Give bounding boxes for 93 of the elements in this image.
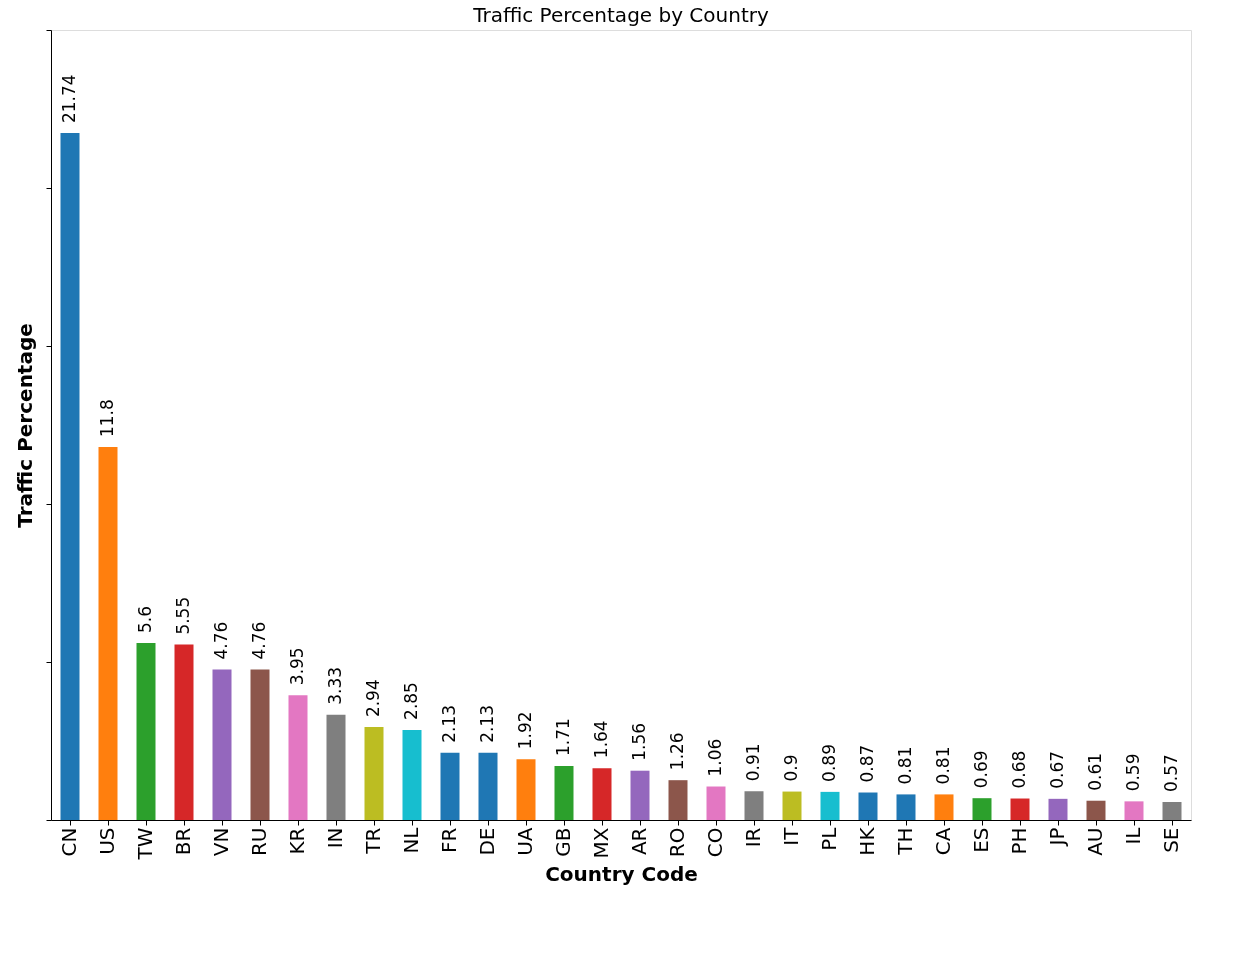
x-axis-title: Country Code [545, 862, 698, 887]
x-tick-label: BR [171, 827, 195, 856]
x-tick-label: AU [1083, 827, 1107, 856]
data-label: 0.87 [857, 744, 877, 783]
data-label: 0.89 [819, 744, 839, 782]
bar [1124, 801, 1144, 820]
bar [136, 643, 156, 820]
x-tick-label: RU [247, 827, 271, 857]
bar [896, 794, 916, 820]
data-label: 3.33 [325, 666, 345, 705]
bar [250, 669, 270, 820]
x-tick-label: VN [209, 827, 233, 857]
bar [212, 669, 232, 820]
x-tick-label: DE [475, 827, 499, 856]
bar [1162, 801, 1182, 820]
x-tick-label: TR [361, 827, 385, 855]
x-tick-label: CN [57, 827, 81, 857]
x-tick-label: MX [589, 827, 613, 859]
x-tick-label: SE [1159, 827, 1183, 853]
data-label: 0.68 [1009, 750, 1029, 789]
data-label: 0.81 [895, 746, 915, 785]
data-label: 0.67 [1047, 750, 1067, 789]
bar [820, 791, 840, 820]
x-tick-label: PL [817, 826, 841, 851]
bar [174, 644, 194, 820]
x-tick-label: HK [855, 826, 879, 856]
data-label: 0.57 [1161, 754, 1181, 792]
data-label: 1.26 [667, 732, 687, 771]
bar [630, 770, 650, 820]
x-tick-label: UA [513, 827, 537, 856]
x-tick-label: PH [1007, 827, 1031, 855]
x-tick-label: US [95, 827, 119, 855]
data-label: 0.59 [1123, 753, 1143, 792]
bar [440, 752, 460, 820]
bar [744, 791, 764, 820]
data-label: 0.69 [971, 750, 991, 789]
bar [1048, 798, 1068, 820]
x-tick-label: ES [969, 827, 993, 853]
bar [60, 133, 80, 820]
bar [516, 759, 536, 820]
bar [1010, 798, 1030, 820]
x-tick-label: KR [285, 827, 309, 855]
data-label: 0.81 [933, 746, 953, 785]
bar [364, 727, 384, 820]
x-tick-label: JP [1045, 827, 1069, 848]
y-axis-title: Traffic Percentage [13, 323, 37, 528]
data-label: 2.13 [439, 704, 459, 743]
bar [706, 786, 726, 820]
x-tick-label: NL [399, 826, 423, 854]
bar [934, 794, 954, 820]
data-label: 0.91 [743, 743, 763, 782]
x-tick-label: IR [741, 827, 765, 848]
data-label: 21.74 [59, 74, 79, 124]
x-tick-label: IT [779, 826, 803, 846]
data-label: 3.95 [287, 647, 307, 686]
data-label: 1.92 [515, 711, 535, 750]
chart-title: Traffic Percentage by Country [472, 2, 769, 27]
x-tick-label: CA [931, 827, 955, 856]
data-label: 1.71 [553, 718, 573, 756]
bar [554, 765, 574, 820]
bar [98, 447, 118, 820]
data-label: 11.8 [97, 399, 117, 438]
x-tick-label: GB [551, 827, 575, 857]
x-tick-label: FR [437, 827, 461, 853]
data-label: 0.61 [1085, 752, 1105, 791]
bar [592, 768, 612, 820]
x-tick-label: RO [665, 827, 689, 858]
bar [972, 798, 992, 820]
data-label: 5.6 [135, 605, 155, 634]
data-label: 2.13 [477, 704, 497, 743]
bar [402, 729, 422, 820]
data-label: 4.76 [211, 621, 231, 660]
x-tick-label: CO [703, 827, 727, 858]
bar [782, 791, 802, 820]
x-tick-label: AR [627, 827, 651, 856]
bar [478, 752, 498, 820]
bar [668, 780, 688, 820]
x-tick-label: TH [893, 827, 917, 856]
data-label: 4.76 [249, 621, 269, 660]
x-tick-label: IN [323, 827, 347, 849]
x-tick-label: IL [1121, 826, 1145, 845]
data-label: 2.85 [401, 682, 421, 720]
data-label: 1.06 [705, 738, 725, 777]
bar [858, 792, 878, 820]
data-label: 0.9 [781, 754, 801, 782]
x-tick-label: TW [133, 827, 157, 861]
bar [326, 714, 346, 820]
data-label: 1.56 [629, 722, 649, 761]
data-label: 2.94 [363, 679, 383, 718]
data-label: 1.64 [591, 720, 611, 759]
data-label: 5.55 [173, 596, 193, 635]
bar [288, 695, 308, 820]
bar [1086, 800, 1106, 820]
